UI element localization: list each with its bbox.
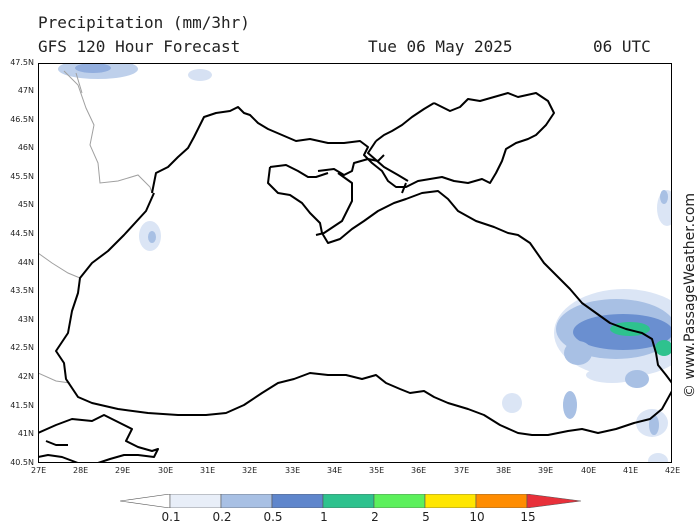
lat-label: 40.5N (10, 458, 34, 467)
lat-label: 45.5N (10, 172, 34, 181)
legend-arrow-low (120, 494, 171, 508)
lon-label: 34E (327, 466, 343, 475)
lon-label: 40E (581, 466, 597, 475)
lon-label: 42E (665, 466, 681, 475)
legend-label: 15 (520, 510, 536, 524)
lon-label: 27E (31, 466, 47, 475)
legend-label: 10 (469, 510, 485, 524)
legend-swatch (271, 494, 324, 508)
lon-label: 39E (538, 466, 554, 475)
lat-label: 43.5N (10, 286, 34, 295)
lon-label: 37E (454, 466, 470, 475)
lon-label: 35E (369, 466, 385, 475)
legend-swatch (373, 494, 426, 508)
map-frame (38, 63, 672, 463)
lat-label: 45N (17, 200, 34, 209)
precipitation-map (38, 63, 672, 463)
map-title: Precipitation (mm/3hr) (38, 13, 250, 32)
legend-swatch (475, 494, 528, 508)
lat-label: 44N (17, 258, 34, 267)
lon-label: 36E (411, 466, 427, 475)
lon-label: 33E (285, 466, 301, 475)
legend-swatch (220, 494, 273, 508)
lat-label: 41.5N (10, 401, 34, 410)
country-borders (38, 70, 153, 384)
lat-label: 47N (17, 86, 34, 95)
lat-label: 42.5N (10, 343, 34, 352)
lat-label: 46.5N (10, 115, 34, 124)
legend-label: 0.5 (263, 510, 283, 524)
lat-label: 43N (17, 315, 34, 324)
precipitation-legend (120, 494, 582, 508)
legend-swatch (169, 494, 222, 508)
lat-label: 44.5N (10, 229, 34, 238)
forecast-date: Tue 06 May 2025 (368, 37, 513, 56)
legend-label: 1 (320, 510, 328, 524)
lon-label: 38E (496, 466, 512, 475)
legend-swatch (424, 494, 477, 508)
lon-label: 31E (200, 466, 216, 475)
lon-label: 30E (158, 466, 174, 475)
legend-label: 0.2 (212, 510, 232, 524)
lon-label: 29E (115, 466, 131, 475)
lon-label: 41E (623, 466, 639, 475)
legend-label: 0.1 (161, 510, 181, 524)
legend-swatch (322, 494, 375, 508)
legend-arrow-high (526, 494, 582, 508)
forecast-time: 06 UTC (593, 37, 651, 56)
forecast-label: GFS 120 Hour Forecast (38, 37, 241, 56)
lat-label: 46N (17, 143, 34, 152)
lon-label: 32E (242, 466, 258, 475)
precipitation-areas (58, 63, 672, 463)
legend-label: 2 (371, 510, 379, 524)
legend-label: 5 (422, 510, 430, 524)
lat-label: 42N (17, 372, 34, 381)
credit-text: © www.PassageWeather.com (682, 192, 698, 398)
lon-label: 28E (73, 466, 89, 475)
lat-label: 47.5N (10, 58, 34, 67)
coastline (38, 92, 672, 463)
lat-label: 41N (17, 429, 34, 438)
